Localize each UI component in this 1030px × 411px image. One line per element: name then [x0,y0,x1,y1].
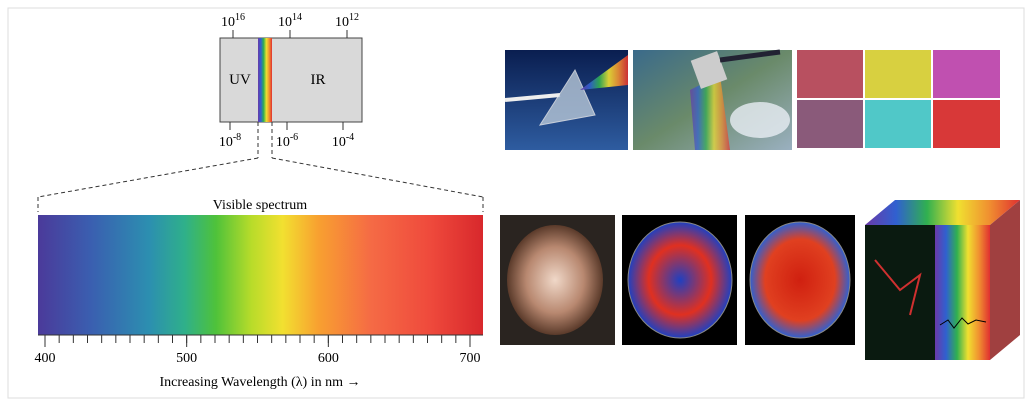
tick-label: 500 [176,351,197,366]
exponent: 16 [235,12,245,23]
power-label: 10-8 [219,132,241,150]
power-label: 10-4 [332,132,354,150]
zoom-lines [37,122,484,212]
region-label: UV [229,72,251,88]
tick-label: 400 [35,351,56,366]
exponent: -6 [290,132,298,143]
exponent: 12 [349,12,359,23]
tick-label: 600 [318,351,339,366]
em-ticks [229,30,348,130]
base: 10 [278,15,292,30]
tick-label: 700 [460,351,481,366]
exponent: -8 [233,132,241,143]
power-label: 1016 [221,12,245,30]
base: 10 [219,135,233,150]
region-label: IR [311,72,326,88]
multispectral-grid [797,50,1000,148]
heatmap-image [745,215,855,345]
heatmap-image [622,215,737,345]
base: 10 [276,135,290,150]
power-label: 10-6 [276,132,298,150]
base: 10 [335,15,349,30]
visible-title: Visible spectrum [213,198,308,213]
power-label: 1012 [335,12,359,30]
em-box [219,37,363,123]
tissue-image [500,215,615,345]
prism-image [504,50,628,150]
frame [7,7,1025,399]
satellite-image [633,49,792,150]
visible-spectrum-bar [38,215,483,335]
power-label: 1014 [278,12,302,30]
exponent: -4 [346,132,354,143]
base: 10 [221,15,235,30]
base: 10 [332,135,346,150]
exponent: 14 [292,12,302,23]
axis-label: Increasing Wavelength (λ) in nm → [160,375,361,390]
hypercube-image [865,200,1020,360]
minor-ticks [44,335,471,343]
visible-band [258,38,272,122]
